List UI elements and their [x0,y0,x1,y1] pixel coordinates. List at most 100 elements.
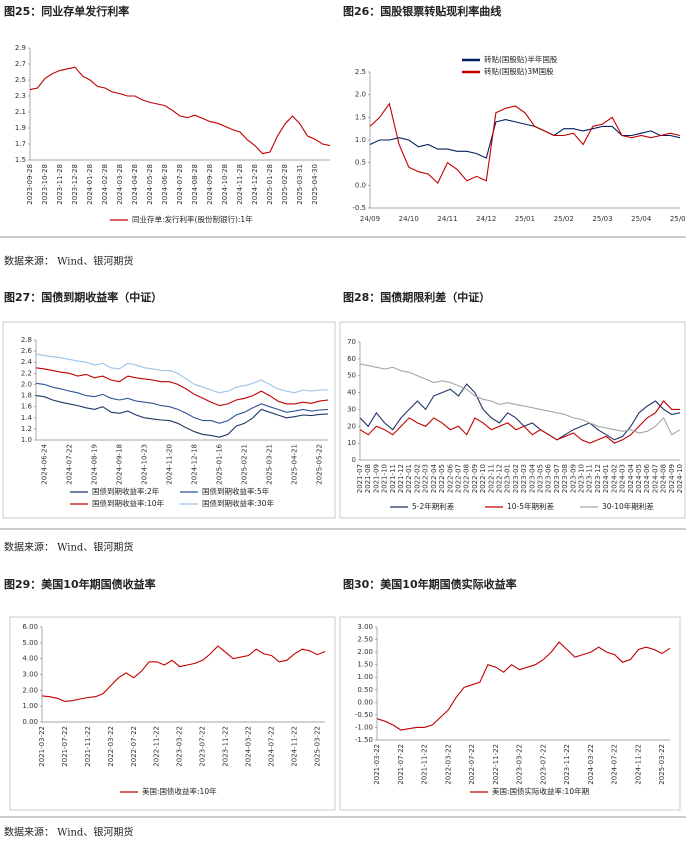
x-tick-label: 2025-02-21 [241,444,249,485]
x-tick-label: 25/03 [592,215,612,223]
x-tick-label: 2022-03-22 [444,744,452,785]
x-tick-label: 2024-08 [660,464,668,493]
x-tick-label: 2024-03-28 [116,164,124,205]
y-tick-label: 1.6 [21,403,33,411]
x-tick-label: 2023-02 [512,464,520,493]
x-tick-label: 2024-07-22 [267,726,275,767]
x-tick-label: 24/11 [437,215,457,223]
x-tick-label: 2024-06-24 [40,443,48,484]
x-tick-label: 2022-11-22 [492,744,500,785]
y-tick-label: 40 [347,389,356,397]
x-tick-label: 2024-06-28 [161,164,169,205]
y-tick-label: 2.6 [21,347,33,355]
y-tick-label: 0.50 [357,686,373,694]
y-tick-label: 2.00 [357,648,373,656]
y-tick-label: 2.50 [357,636,373,644]
x-tick-label: 2023-10-28 [41,164,49,205]
y-tick-label: 2.8 [21,336,32,344]
x-tick-label: 2024-01-28 [86,164,94,205]
y-tick-label: 30 [347,405,356,413]
data-line [359,400,680,444]
x-tick-label: 2021-12 [397,464,405,493]
x-tick-label: 2024-07 [651,464,659,493]
x-tick-label: 2024-07-28 [176,164,184,205]
x-tick-label: 2024-02-28 [101,164,109,205]
figure-title: 图30：美国10年期国债实际收益率 [343,577,517,591]
x-tick-label: 2025-01-28 [266,164,274,205]
x-tick-label: 2024-08-19 [90,444,98,485]
y-tick-label: 70 [347,338,356,346]
y-tick-label: 2.9 [15,44,26,52]
x-tick-label: 2024-11-22 [290,726,298,767]
legend-label: 国债到期收益率:2年 [92,486,160,496]
x-tick-label: 2021-11-22 [84,726,92,767]
y-tick-label: 1.00 [357,673,373,681]
y-tick-label: -1.50 [355,736,373,744]
x-tick-label: 2024-07-22 [65,444,73,485]
data-line [35,353,328,394]
x-tick-label: 2025-03-21 [266,444,274,485]
legend-label: 国债到期收益率:10年 [92,498,165,508]
x-tick-label: 24/10 [399,215,419,223]
x-tick-label: 2024-07-22 [611,744,619,785]
y-tick-label: 2.1 [15,108,26,116]
x-tick-label: 25/01 [515,215,535,223]
data-line [359,363,681,436]
x-tick-label: 2023-07-22 [539,744,547,785]
y-tick-label: 2.2 [21,369,32,377]
x-tick-label: 2024-01 [602,464,610,493]
x-tick-label: 2021-03-22 [373,744,381,785]
x-tick-label: 2023-07 [553,464,561,493]
data-line [359,383,681,441]
y-tick-label: 2.4 [21,358,33,366]
legend-label: 转贴(国股贴)半年国股 [484,54,558,64]
x-tick-label: 2022-02 [413,464,421,493]
x-tick-label: 2024-09-18 [115,444,123,485]
figure-title: 图28：国债期限利差（中证） [343,290,490,304]
y-tick-label: 2.5 [355,68,366,76]
data-line [376,641,671,731]
y-tick-label: 1.4 [21,414,33,422]
data-line [35,367,329,407]
data-line [369,119,681,159]
x-tick-label: 2024-12-28 [251,164,259,205]
x-tick-label: 2024-09 [668,464,676,493]
x-tick-label: 2023-03 [520,464,528,493]
x-tick-label: 2022-11 [487,464,495,493]
x-tick-label: 25/05 [670,215,686,223]
x-tick-label: 2022-01 [405,464,413,493]
figure-title: 图26：国股银票转贴现利率曲线 [343,4,501,18]
x-tick-label: 2021-08 [364,464,372,493]
x-tick-label: 2022-07 [454,464,462,493]
legend-label: 同业存单:发行利率(股份制银行):1年 [132,214,253,224]
x-tick-label: 2024-02 [610,464,618,493]
y-tick-label: 1.9 [15,124,26,132]
x-tick-label: 2023-11-22 [563,744,571,785]
y-tick-label: 6.00 [22,623,38,631]
x-tick-label: 2023-05 [537,464,545,493]
source-note: 数据来源： Wind、银河期货 [4,826,133,839]
x-tick-label: 2023-06 [545,463,553,493]
x-tick-label: 2022-09 [471,464,479,493]
y-tick-label: 1.5 [355,113,366,121]
x-tick-label: 2022-07-22 [468,744,476,785]
x-tick-label: 2022-03-22 [107,726,115,767]
y-tick-label: 0.0 [355,181,366,189]
y-tick-label: 2.0 [355,91,366,99]
y-tick-label: 1.7 [15,140,26,148]
figure-title: 图25：同业存单发行利率 [4,4,129,18]
legend-label: 10-5年期利差 [507,501,555,511]
figure-title: 图29：美国10年期国债收益率 [4,577,156,591]
x-tick-label: 2024-11-20 [165,444,173,485]
source-note: 数据来源： Wind、银河期货 [4,541,133,554]
x-tick-label: 2025-04-21 [291,444,299,485]
x-tick-label: 2025-03-22 [313,726,321,767]
y-tick-label: 3.00 [22,671,38,679]
legend-label: 美国:国债收益率:10年 [142,786,217,796]
x-tick-label: 2023-03-22 [176,726,184,767]
y-tick-label: 0 [352,456,356,464]
legend-label: 美国:国债实际收益率:10年期 [492,786,589,796]
x-tick-label: 25/04 [631,215,652,223]
legend-label: 30-10年期利差 [602,501,654,511]
legend-label: 转贴(国股贴)3M国股 [484,66,554,76]
